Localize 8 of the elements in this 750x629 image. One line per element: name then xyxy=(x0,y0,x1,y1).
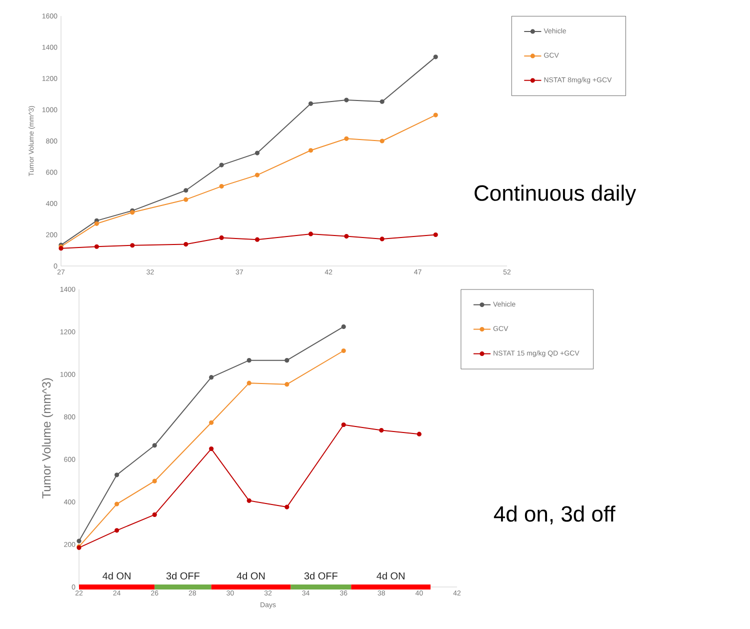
series-label: 3d OFF xyxy=(304,572,338,580)
annotation: Continuous daily xyxy=(474,184,636,206)
series-label: 4d ON xyxy=(236,572,265,580)
text: 4d on, 3d off xyxy=(494,506,616,524)
y-axis-title: Tumor Volume (mm^3) xyxy=(42,378,54,498)
series-label: 3d OFF xyxy=(166,572,200,580)
series-label: 4d ON xyxy=(376,572,404,580)
series-label: 4d ON xyxy=(102,572,130,580)
